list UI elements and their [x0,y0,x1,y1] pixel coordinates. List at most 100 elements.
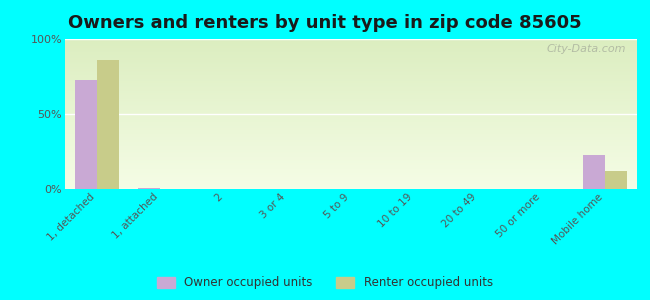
Bar [65,118,650,119]
Bar [65,178,650,179]
Bar [65,160,650,161]
Bar [65,62,650,63]
Bar [65,142,650,143]
Bar [65,176,650,177]
Bar [65,166,650,167]
Bar [65,54,650,55]
Bar [65,81,650,82]
Bar [65,64,650,65]
Bar [65,55,650,56]
Bar [65,151,650,152]
Bar [65,134,650,135]
Bar [65,145,650,146]
Bar [65,46,650,47]
Bar [65,170,650,171]
Bar [65,161,650,162]
Bar [65,136,650,137]
Bar [65,102,650,103]
Bar [65,100,650,101]
Bar [65,143,650,144]
Bar [65,124,650,125]
Bar [65,156,650,157]
Bar [65,157,650,158]
Bar [65,95,650,96]
Bar [65,58,650,59]
Bar [65,126,650,127]
Bar [97,60,119,189]
Bar [65,83,650,84]
Bar [65,47,650,48]
Bar [65,114,650,115]
Bar [65,59,650,60]
Bar [65,140,650,141]
Bar [65,92,650,93]
Bar [65,110,650,111]
Bar [65,122,650,123]
Bar [65,183,650,184]
Bar [65,182,650,183]
Bar [65,141,650,142]
Bar [605,171,627,189]
Bar [65,163,650,164]
Bar [65,105,650,106]
Bar [65,87,650,88]
Bar [65,85,650,86]
Bar [65,93,650,94]
Bar [65,152,650,153]
Bar [65,99,650,100]
Bar [65,171,650,172]
Bar [65,137,650,138]
Bar [65,79,650,80]
Bar [65,90,650,91]
Bar [65,115,650,116]
Bar [65,107,650,108]
Bar [65,43,650,44]
Bar [65,45,650,46]
Bar [65,106,650,107]
Bar [65,180,650,181]
Bar [65,88,650,89]
Bar [65,120,650,121]
Bar [65,82,650,83]
Bar [65,173,650,174]
Bar [65,111,650,112]
Bar [65,61,650,62]
Bar [65,84,650,85]
Bar [65,135,650,136]
Bar [65,129,650,130]
Bar [65,96,650,97]
Bar [65,69,650,70]
Bar [65,48,650,49]
Bar [65,154,650,155]
Bar [65,108,650,109]
Bar [65,63,650,64]
Bar [65,89,650,90]
Bar [65,159,650,160]
Bar [65,149,650,150]
Bar [65,67,650,68]
Bar [65,187,650,188]
Bar [65,97,650,98]
Bar [65,172,650,173]
Bar [65,98,650,99]
Bar [65,139,650,140]
Bar [65,177,650,178]
Bar [65,60,650,61]
Bar [65,117,650,118]
Bar [65,65,650,66]
Bar [65,91,650,92]
Bar [65,104,650,105]
Bar [65,146,650,147]
Bar [65,119,650,120]
Bar [65,76,650,77]
Bar [65,125,650,126]
Bar [65,128,650,129]
Bar [65,113,650,114]
Bar [65,56,650,57]
Bar [65,184,650,185]
Legend: Owner occupied units, Renter occupied units: Owner occupied units, Renter occupied un… [153,272,497,294]
Bar [65,123,650,124]
Bar [65,169,650,170]
Bar [65,66,650,67]
Bar [65,40,650,41]
